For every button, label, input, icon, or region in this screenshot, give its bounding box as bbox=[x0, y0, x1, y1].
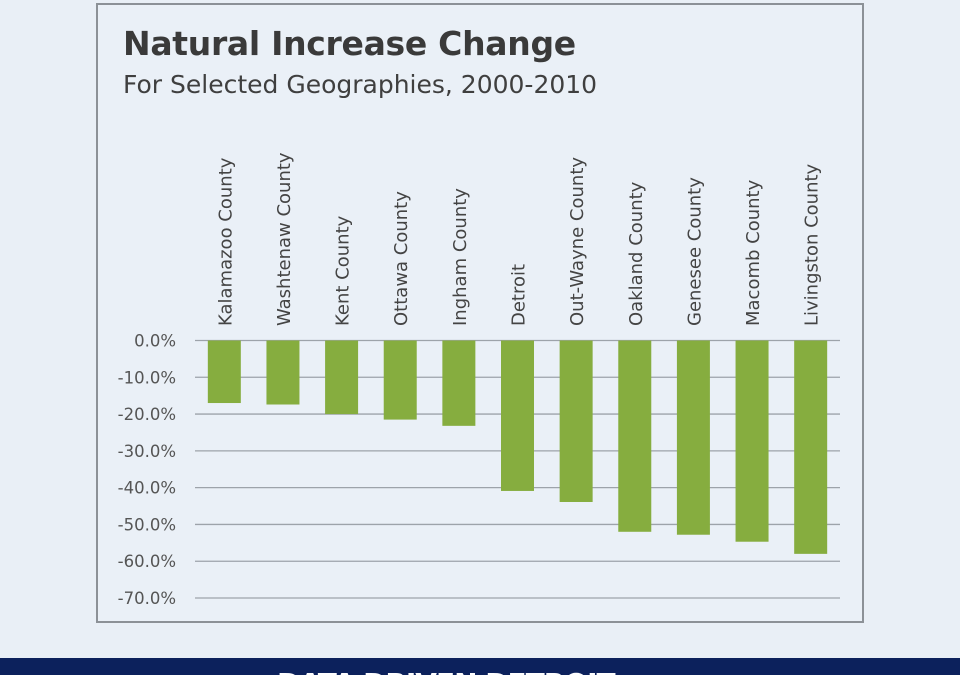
bar bbox=[442, 340, 476, 426]
category-label: Kent County bbox=[333, 215, 354, 326]
y-tick-label: -10.0% bbox=[118, 368, 176, 387]
y-tick-label: -70.0% bbox=[118, 589, 176, 608]
bar bbox=[383, 340, 417, 420]
category-label: Detroit bbox=[509, 264, 530, 326]
banner-logo-text: DATA DRIVEN DETROIT bbox=[277, 667, 616, 675]
category-label: Ingham County bbox=[450, 188, 471, 326]
category-label: Kalamazoo County bbox=[215, 157, 236, 326]
category-label: Oakland County bbox=[626, 181, 647, 326]
chart-title: Natural Increase Change bbox=[123, 24, 576, 63]
bar bbox=[794, 340, 828, 554]
bar bbox=[559, 340, 593, 502]
y-tick-label: -20.0% bbox=[118, 405, 176, 424]
bar bbox=[618, 340, 652, 532]
bar bbox=[325, 340, 359, 415]
footer-banner: DATA DRIVEN DETROIT bbox=[0, 658, 960, 675]
bar bbox=[735, 340, 769, 542]
category-label: Out-Wayne County bbox=[567, 157, 588, 326]
category-label: Macomb County bbox=[743, 179, 764, 326]
y-tick-label: -30.0% bbox=[118, 442, 176, 461]
bar bbox=[207, 340, 241, 404]
chart-subtitle: For Selected Geographies, 2000-2010 bbox=[123, 70, 598, 99]
bar bbox=[266, 340, 300, 405]
bar bbox=[676, 340, 710, 535]
y-tick-label: -50.0% bbox=[118, 515, 176, 534]
category-label: Livingston County bbox=[802, 163, 823, 326]
y-tick-label: -40.0% bbox=[118, 479, 176, 498]
category-label: Ottawa County bbox=[391, 191, 412, 326]
y-tick-label: -60.0% bbox=[118, 552, 176, 571]
y-tick-label: 0.0% bbox=[134, 332, 176, 351]
category-label: Genesee County bbox=[684, 177, 705, 326]
category-label: Washtenaw County bbox=[274, 152, 295, 326]
bar bbox=[501, 340, 534, 491]
